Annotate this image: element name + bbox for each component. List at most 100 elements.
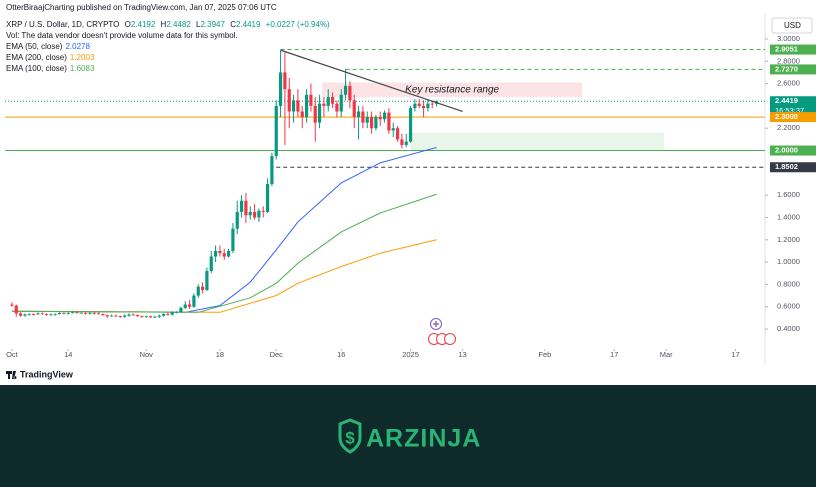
candle-body bbox=[40, 313, 44, 315]
candle-body bbox=[369, 117, 374, 129]
ema-line bbox=[11, 239, 437, 313]
change-value: +0.0227 (+0.94%) bbox=[266, 20, 330, 29]
candle-body bbox=[374, 117, 378, 129]
candle-body bbox=[387, 112, 391, 131]
candle-body bbox=[231, 228, 235, 251]
candle-body bbox=[49, 314, 53, 316]
candle-body bbox=[343, 85, 348, 95]
candle-body bbox=[148, 316, 153, 318]
candle-body bbox=[257, 210, 261, 218]
footer-banner bbox=[0, 385, 816, 487]
price-label: 2.9051 bbox=[775, 45, 798, 54]
trendline bbox=[280, 49, 463, 113]
candle-body bbox=[161, 313, 166, 316]
footer-brand: ARZINJA bbox=[366, 425, 481, 453]
candle-body bbox=[291, 100, 296, 112]
candle-body bbox=[395, 128, 400, 140]
legend-name: EMA (100, close) bbox=[6, 64, 67, 73]
publisher-line: OtterBiraajCharting published on Trading… bbox=[6, 3, 277, 12]
event-icons bbox=[428, 318, 456, 345]
open-label: O bbox=[125, 20, 131, 29]
candle-body bbox=[174, 311, 179, 313]
candle-body bbox=[135, 315, 140, 317]
candle-body bbox=[421, 105, 426, 109]
candle-body bbox=[66, 312, 70, 314]
candle-body bbox=[196, 286, 200, 296]
tradingview-logo: TradingView bbox=[6, 369, 74, 379]
x-tick-label: Mar bbox=[660, 350, 673, 359]
close-label: C bbox=[230, 20, 236, 29]
candle-body bbox=[222, 253, 226, 257]
event-plus bbox=[433, 321, 439, 327]
candle-body bbox=[352, 100, 356, 118]
low-value: 2.3947 bbox=[200, 20, 225, 29]
candle-body bbox=[270, 156, 274, 185]
event-icon[interactable] bbox=[444, 333, 456, 345]
candle-body bbox=[170, 312, 174, 315]
low-label: L bbox=[196, 20, 201, 29]
chart-background bbox=[0, 0, 816, 385]
candle-body bbox=[226, 250, 231, 257]
candle-body bbox=[140, 316, 144, 318]
candle-body bbox=[317, 103, 322, 123]
candle-body bbox=[10, 304, 14, 306]
candle-body bbox=[131, 314, 135, 316]
ema-line bbox=[11, 146, 437, 313]
logo-mark: $ bbox=[345, 428, 355, 447]
high-value: 2.4482 bbox=[166, 20, 191, 29]
candle-body bbox=[239, 200, 244, 212]
y-tick-label: 0.8000 bbox=[777, 279, 800, 288]
y-tick-label: 3.0000 bbox=[777, 34, 800, 43]
ema-line bbox=[11, 193, 437, 313]
y-tick-label: 1.0000 bbox=[777, 257, 800, 266]
candle-body bbox=[265, 184, 270, 212]
candle-body bbox=[27, 313, 31, 315]
price-label-box bbox=[770, 145, 816, 156]
candle-body bbox=[322, 103, 326, 106]
volume-note: Vol: The data vendor doesn't provide vol… bbox=[6, 31, 238, 40]
platform-name: TradingView bbox=[20, 369, 74, 379]
candle-body bbox=[192, 295, 196, 307]
countdown-label: 16:53:37 bbox=[775, 106, 804, 115]
footer-logo: $ ARZINJA bbox=[338, 418, 481, 454]
candle-body bbox=[79, 312, 83, 314]
candle-body bbox=[413, 103, 417, 109]
candle-body bbox=[335, 103, 339, 112]
candle-body bbox=[166, 313, 170, 315]
legend-name: EMA (200, close) bbox=[6, 53, 67, 62]
candle-body bbox=[400, 139, 404, 145]
candle-body bbox=[179, 307, 183, 312]
price-label: 2.0000 bbox=[775, 146, 798, 155]
candle-body bbox=[348, 85, 352, 101]
tv-icon bbox=[6, 371, 17, 379]
candle-body bbox=[361, 111, 365, 123]
price-label: 1.8502 bbox=[775, 162, 798, 171]
legend-entry: EMA (50, close) 2.0278 bbox=[6, 42, 90, 51]
x-tick-label: 18 bbox=[216, 350, 224, 359]
currency[interactable]: USD bbox=[784, 21, 801, 30]
price-label-box bbox=[770, 96, 816, 117]
legend-value: 1.6083 bbox=[70, 64, 95, 73]
x-tick-label: 16 bbox=[337, 350, 345, 359]
candle-body bbox=[92, 312, 96, 314]
candle-body bbox=[70, 312, 75, 314]
price-label-box bbox=[770, 162, 816, 173]
candle-body bbox=[287, 89, 291, 112]
legend-value: 1.2003 bbox=[70, 53, 95, 62]
y-tick-label: 1.2000 bbox=[777, 235, 800, 244]
symbol-title: XRP / U.S. Dollar, 1D, CRYPTO bbox=[6, 20, 119, 29]
legend-name: EMA (50, close) bbox=[6, 42, 63, 51]
candle-body bbox=[101, 313, 105, 316]
candle-body bbox=[31, 313, 36, 315]
x-tick-label: Dec bbox=[270, 350, 284, 359]
candle-body bbox=[326, 96, 330, 106]
candle-body bbox=[274, 105, 278, 157]
y-tick-label: 0.4000 bbox=[777, 324, 800, 333]
candle-body bbox=[365, 117, 369, 123]
candle-body bbox=[300, 111, 304, 118]
close-value: 2.4419 bbox=[236, 20, 261, 29]
candle-body bbox=[57, 312, 62, 314]
candle-body bbox=[218, 250, 222, 254]
currency-box[interactable] bbox=[771, 17, 813, 34]
candle-body bbox=[200, 286, 205, 290]
